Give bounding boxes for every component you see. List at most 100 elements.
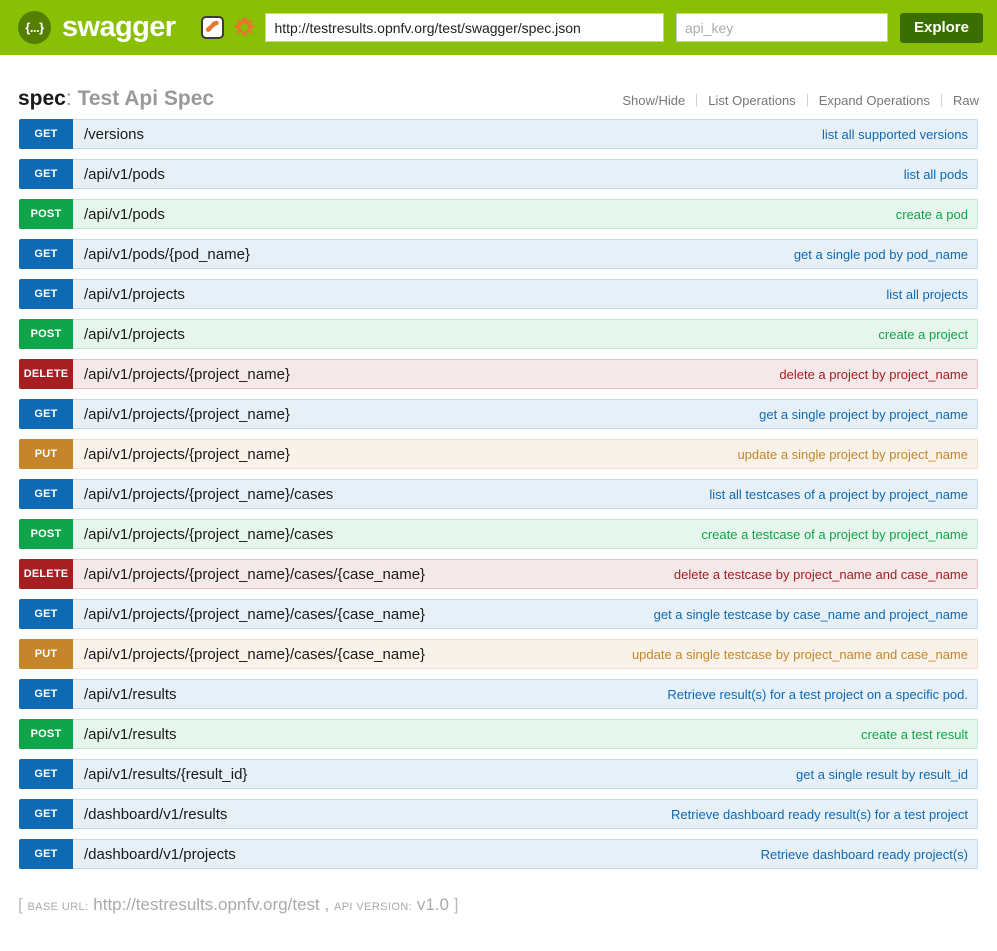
- operation-row[interactable]: GET/api/v1/projects/{project_name}/cases…: [18, 478, 979, 510]
- gear-icon[interactable]: [233, 16, 256, 39]
- expand-operations-link[interactable]: Expand Operations: [818, 93, 930, 108]
- operation-description: create a testcase of a project by projec…: [701, 526, 968, 542]
- method-badge-get: GET: [19, 399, 73, 429]
- operation-summary[interactable]: /api/v1/projects/{project_name} update a …: [73, 439, 978, 469]
- operation-row[interactable]: POST/api/v1/pods create a pod: [18, 198, 979, 230]
- operation-summary[interactable]: /api/v1/projects/{project_name} get a sin…: [73, 399, 978, 429]
- operation-summary[interactable]: /api/v1/results Retrieve result(s) for a …: [73, 679, 978, 709]
- method-badge-get: GET: [19, 799, 73, 829]
- operation-description: update a single testcase by project_name…: [631, 646, 968, 662]
- operation-row[interactable]: DELETE/api/v1/projects/{project_name}/ca…: [18, 558, 979, 590]
- resource-name: spec: [18, 87, 66, 110]
- operation-summary[interactable]: /api/v1/pods list all pods: [73, 159, 978, 189]
- operation-description: create a test result: [861, 726, 968, 742]
- operation-summary[interactable]: /api/v1/projects/{project_name} delete a …: [73, 359, 978, 389]
- operation-row[interactable]: GET/api/v1/pods/{pod_name} get a single p…: [18, 238, 979, 270]
- brand-title: swagger: [62, 11, 176, 43]
- api-key-input[interactable]: [675, 13, 888, 42]
- operation-row[interactable]: GET/dashboard/v1/results Retrieve dashboa…: [18, 798, 979, 830]
- api-version-label: API VERSION:: [333, 901, 413, 913]
- operation-summary[interactable]: /dashboard/v1/projects Retrieve dashboard…: [73, 839, 978, 869]
- operation-row[interactable]: GET/api/v1/projects list all projects: [18, 278, 979, 310]
- list-operations-link[interactable]: List Operations: [708, 93, 796, 108]
- page-title: spec: Test Api Spec: [18, 88, 214, 109]
- operation-path[interactable]: /api/v1/results: [84, 685, 177, 703]
- operation-path[interactable]: /versions: [84, 125, 145, 143]
- main-content: spec: Test Api Spec Show/Hide List Opera…: [0, 55, 997, 870]
- operation-path[interactable]: /dashboard/v1/projects: [84, 845, 236, 863]
- operation-summary[interactable]: /dashboard/v1/results Retrieve dashboard …: [73, 799, 978, 829]
- operation-row[interactable]: GET/api/v1/results Retrieve result(s) for…: [18, 678, 979, 710]
- operation-path[interactable]: /api/v1/projects/{project_name}/cases/{c…: [84, 605, 426, 623]
- base-url-label: BASE URL:: [27, 901, 89, 913]
- validator-wrench-icon[interactable]: [201, 16, 225, 39]
- operation-path[interactable]: /api/v1/projects: [84, 325, 185, 343]
- method-badge-get: GET: [19, 159, 73, 189]
- operation-path[interactable]: /api/v1/pods: [84, 165, 165, 183]
- operation-row[interactable]: GET/api/v1/projects/{project_name} get a …: [18, 398, 979, 430]
- swagger-logo-icon: {...}: [18, 11, 51, 44]
- operation-summary[interactable]: /api/v1/projects create a project: [73, 319, 978, 349]
- operation-summary[interactable]: /api/v1/projects/{project_name}/cases/{c…: [73, 639, 978, 669]
- operation-summary[interactable]: /api/v1/results/{result_id} get a single …: [73, 759, 978, 789]
- operations-list: GET/versions list all supported versions G…: [18, 118, 979, 870]
- operation-row[interactable]: GET/versions list all supported versions: [18, 118, 979, 150]
- operation-summary[interactable]: /api/v1/pods/{pod_name} get a single pod …: [73, 239, 978, 269]
- operation-summary[interactable]: /api/v1/projects/{project_name}/cases/{c…: [73, 559, 978, 589]
- footer-comma: ,: [324, 895, 330, 914]
- show-hide-link[interactable]: Show/Hide: [622, 93, 686, 108]
- operation-path[interactable]: /api/v1/results: [84, 725, 177, 743]
- operation-summary[interactable]: /api/v1/projects/{project_name}/cases cre…: [73, 519, 978, 549]
- swagger-brand-link[interactable]: {...} swagger: [18, 11, 176, 44]
- operation-summary[interactable]: /api/v1/projects/{project_name}/cases/{c…: [73, 599, 978, 629]
- operation-row[interactable]: DELETE/api/v1/projects/{project_name} del…: [18, 358, 979, 390]
- spec-url-input[interactable]: [265, 13, 664, 42]
- operation-path[interactable]: /api/v1/projects: [84, 285, 185, 303]
- operation-summary[interactable]: /versions list all supported versions: [73, 119, 978, 149]
- method-badge-get: GET: [19, 119, 73, 149]
- method-badge-get: GET: [19, 679, 73, 709]
- operation-row[interactable]: GET/api/v1/results/{result_id} get a sing…: [18, 758, 979, 790]
- operation-summary[interactable]: /api/v1/pods create a pod: [73, 199, 978, 229]
- options-divider: [806, 94, 808, 107]
- operation-summary[interactable]: /api/v1/results create a test result: [73, 719, 978, 749]
- operation-description: get a single pod by pod_name: [793, 246, 968, 262]
- options-divider: [696, 94, 698, 107]
- footer-close-bracket: ]: [453, 895, 459, 914]
- operation-row[interactable]: POST/api/v1/projects/{project_name}/case…: [18, 518, 979, 550]
- operation-description: delete a testcase by project_name and ca…: [673, 566, 968, 582]
- operation-row[interactable]: PUT/api/v1/projects/{project_name} update…: [18, 438, 979, 470]
- operation-path[interactable]: /api/v1/pods/{pod_name}: [84, 245, 250, 263]
- api-info-footer: [ BASE URL: http://testresults.opnfv.org…: [0, 878, 997, 929]
- operation-row[interactable]: POST/api/v1/projects create a project: [18, 318, 979, 350]
- operation-path[interactable]: /api/v1/pods: [84, 205, 165, 223]
- operation-summary[interactable]: /api/v1/projects/{project_name}/cases lis…: [73, 479, 978, 509]
- operation-description: create a project: [878, 326, 968, 342]
- operation-path[interactable]: /api/v1/projects/{project_name}: [84, 445, 290, 463]
- operation-row[interactable]: GET/dashboard/v1/projects Retrieve dashbo…: [18, 838, 979, 870]
- operation-description: list all supported versions: [822, 126, 968, 142]
- operation-path[interactable]: /api/v1/projects/{project_name}/cases/{c…: [84, 565, 426, 583]
- operation-row[interactable]: GET/api/v1/projects/{project_name}/cases…: [18, 598, 979, 630]
- operation-path[interactable]: /dashboard/v1/results: [84, 805, 228, 823]
- resource-description: Test Api Spec: [77, 87, 215, 110]
- raw-link[interactable]: Raw: [952, 93, 979, 108]
- resource-header: spec: Test Api Spec Show/Hide List Opera…: [18, 55, 979, 118]
- operation-path[interactable]: /api/v1/projects/{project_name}/cases: [84, 485, 334, 503]
- api-version-value: v1.0: [416, 895, 449, 914]
- validator-icon-box: [201, 16, 225, 39]
- method-badge-get: GET: [19, 839, 73, 869]
- operation-path[interactable]: /api/v1/projects/{project_name}/cases/{c…: [84, 645, 426, 663]
- operation-path[interactable]: /api/v1/projects/{project_name}: [84, 365, 290, 383]
- method-badge-get: GET: [19, 239, 73, 269]
- operation-row[interactable]: PUT/api/v1/projects/{project_name}/cases…: [18, 638, 979, 670]
- operation-path[interactable]: /api/v1/projects/{project_name}/cases: [84, 525, 334, 543]
- operation-description: update a single project by project_name: [737, 446, 968, 462]
- operation-path[interactable]: /api/v1/results/{result_id}: [84, 765, 248, 783]
- operation-summary[interactable]: /api/v1/projects list all projects: [73, 279, 978, 309]
- resource-colon-separator: :: [65, 87, 72, 110]
- operation-row[interactable]: GET/api/v1/pods list all pods: [18, 158, 979, 190]
- explore-button[interactable]: Explore: [899, 12, 983, 43]
- operation-path[interactable]: /api/v1/projects/{project_name}: [84, 405, 290, 423]
- operation-row[interactable]: POST/api/v1/results create a test result: [18, 718, 979, 750]
